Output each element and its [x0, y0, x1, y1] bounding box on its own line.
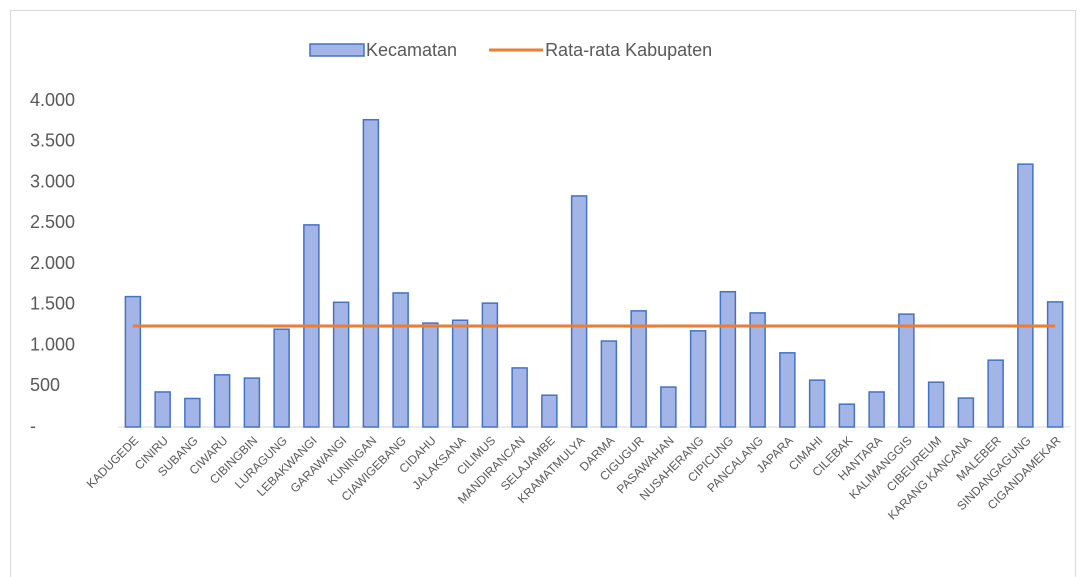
y-tick-label: 1.000	[30, 334, 75, 354]
bar	[392, 292, 409, 428]
legend-label: Rata-rata Kabupaten	[545, 40, 712, 60]
bar	[422, 322, 439, 428]
bar	[511, 367, 528, 428]
bar	[362, 118, 380, 428]
bar	[719, 290, 737, 428]
bar	[481, 302, 499, 428]
bar	[124, 295, 142, 428]
bar	[749, 312, 766, 428]
bar	[1017, 163, 1034, 428]
bar	[600, 340, 618, 428]
bar	[541, 394, 558, 428]
y-tick-label: 3.500	[30, 131, 75, 151]
bar	[779, 352, 796, 428]
bar	[689, 330, 707, 428]
y-tick-label: 4.000	[30, 90, 75, 110]
bar	[1046, 301, 1064, 428]
bar	[570, 195, 588, 428]
y-tick-label: 500	[30, 375, 60, 395]
bar	[273, 328, 290, 428]
bar	[868, 391, 885, 428]
bar	[630, 310, 647, 428]
bar	[808, 379, 826, 428]
bar	[660, 386, 677, 428]
bar	[838, 403, 856, 428]
bar	[898, 313, 915, 428]
legend-swatch	[309, 43, 365, 57]
bar	[451, 319, 469, 428]
legend-label: Kecamatan	[366, 40, 457, 60]
bar	[332, 301, 350, 428]
bar	[987, 359, 1004, 428]
y-tick-label: -	[30, 416, 36, 436]
y-tick-label: 2.500	[30, 212, 75, 232]
bar	[957, 397, 975, 428]
bar	[927, 381, 945, 428]
y-tick-label: 2.000	[30, 253, 75, 273]
bar	[213, 374, 231, 428]
bar	[154, 391, 171, 428]
bar	[184, 397, 201, 428]
chart-border	[10, 10, 1076, 577]
y-tick-label: 1.500	[30, 294, 75, 314]
y-tick-label: 3.000	[30, 171, 75, 191]
bar	[243, 377, 261, 428]
